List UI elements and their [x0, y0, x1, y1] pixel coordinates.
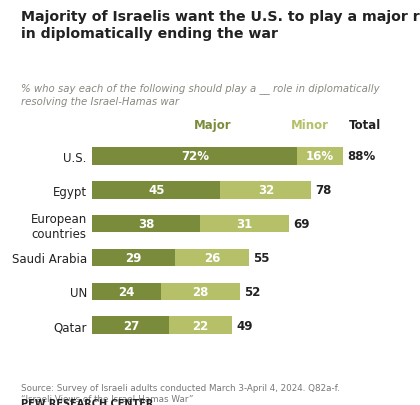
Text: Total: Total [349, 119, 381, 132]
Text: 38: 38 [138, 217, 155, 230]
Text: % who say each of the following should play a __ role in diplomatically
resolvin: % who say each of the following should p… [21, 83, 380, 107]
Bar [220, 181, 311, 199]
Text: 31: 31 [236, 217, 253, 230]
Text: 69: 69 [293, 217, 310, 230]
Bar [161, 283, 240, 301]
Bar [200, 215, 289, 233]
Text: Majority of Israelis want the U.S. to play a major role
in diplomatically ending: Majority of Israelis want the U.S. to pl… [21, 10, 420, 41]
Text: 22: 22 [192, 319, 209, 332]
Text: Minor: Minor [291, 119, 328, 132]
Bar [92, 283, 161, 301]
Text: Source: Survey of Israeli adults conducted March 3-April 4, 2024. Q82a-f.
“Israe: Source: Survey of Israeli adults conduct… [21, 383, 340, 403]
Bar [92, 249, 175, 266]
Bar [92, 181, 221, 199]
Text: 24: 24 [118, 285, 135, 298]
Text: 49: 49 [236, 319, 252, 332]
Text: 72%: 72% [181, 150, 209, 163]
Bar [169, 317, 232, 334]
Text: 55: 55 [253, 252, 270, 264]
Text: 27: 27 [123, 319, 139, 332]
Text: 88%: 88% [347, 150, 375, 163]
Bar [297, 148, 343, 165]
Text: 32: 32 [258, 184, 274, 197]
Text: Major: Major [194, 119, 231, 132]
Text: 29: 29 [126, 252, 142, 264]
Text: 16%: 16% [306, 150, 334, 163]
Text: 78: 78 [316, 184, 332, 197]
Text: 52: 52 [244, 285, 261, 298]
Text: PEW RESEARCH CENTER: PEW RESEARCH CENTER [21, 398, 153, 405]
Bar [92, 215, 200, 233]
Bar [92, 317, 169, 334]
Text: 28: 28 [192, 285, 209, 298]
Text: 45: 45 [148, 184, 165, 197]
Text: 26: 26 [204, 252, 220, 264]
Bar [92, 148, 297, 165]
Bar [175, 249, 249, 266]
